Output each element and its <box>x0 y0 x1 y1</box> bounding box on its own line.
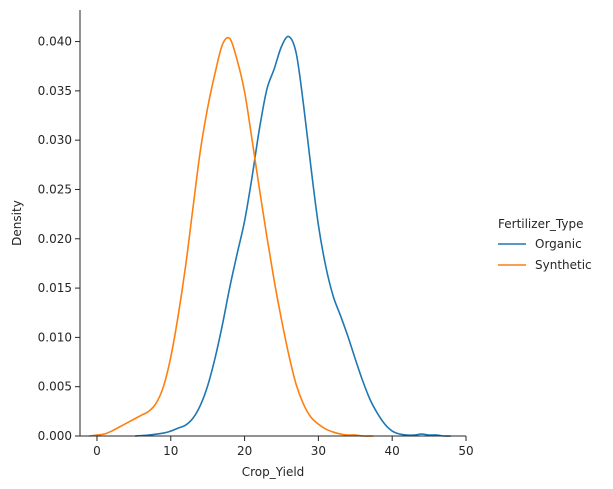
series-line-organic <box>134 35 452 437</box>
y-tick-label: 0.005 <box>38 380 72 394</box>
legend: Fertilizer_Type Organic Synthetic <box>498 217 592 272</box>
y-tick-label: 0.030 <box>38 133 72 147</box>
legend-title: Fertilizer_Type <box>498 217 583 231</box>
x-tick-label: 30 <box>311 444 326 458</box>
x-axis: 0 10 20 30 40 50 <box>80 435 474 458</box>
y-tick-label: 0.010 <box>38 330 72 344</box>
y-tick-label: 0.040 <box>38 35 72 49</box>
y-tick-label: 0.025 <box>38 182 72 196</box>
y-tick-label: 0.015 <box>38 281 72 295</box>
x-axis-title: Crop_Yield <box>242 465 305 479</box>
y-axis: 0.000 0.005 0.010 0.015 0.020 0.025 0.030 0.035… <box>38 10 81 443</box>
y-tick-label: 0.000 <box>38 429 72 443</box>
x-tick-label: 20 <box>237 444 252 458</box>
x-tick-label: 40 <box>385 444 400 458</box>
legend-label-synthetic: Synthetic <box>535 258 592 272</box>
y-tick-label: 0.035 <box>38 84 72 98</box>
y-tick-label: 0.020 <box>38 232 72 246</box>
series-line-synthetic <box>88 36 374 437</box>
y-axis-title: Density <box>10 200 24 246</box>
legend-label-organic: Organic <box>535 237 582 251</box>
x-tick-label: 0 <box>93 444 101 458</box>
plot-area <box>88 35 452 437</box>
x-tick-label: 50 <box>458 444 473 458</box>
x-tick-label: 10 <box>163 444 178 458</box>
